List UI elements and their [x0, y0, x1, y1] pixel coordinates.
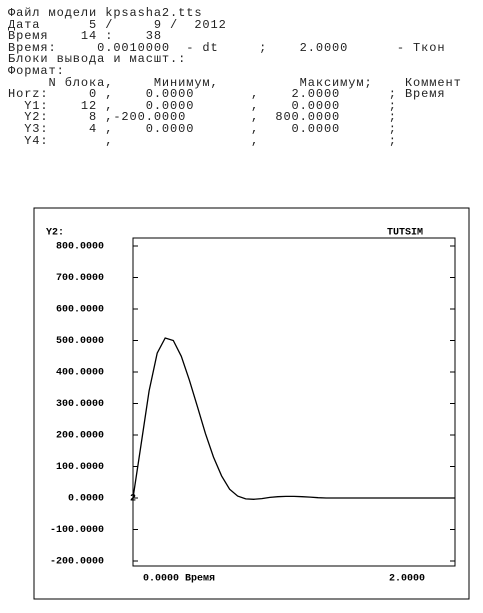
y-tick-label: 400.0000: [56, 368, 104, 379]
header-line: Время: 0.0010000 - dt ; 2.0000 - Ткон: [8, 40, 446, 55]
header-line: Horz: 0 , 0.0000 , 2.0000 ; Время: [8, 87, 446, 102]
header-line: Дата 5 / 9 / 2012: [8, 17, 227, 32]
plot-frame: [132, 237, 456, 567]
series-label: 2: [130, 494, 136, 505]
y-tick-label: 100.0000: [56, 462, 104, 473]
y-axis-label: Y2:: [46, 228, 64, 239]
y-tick-label: 300.0000: [56, 399, 104, 410]
y-tick-label: 700.0000: [56, 273, 104, 284]
header-line: N блока, Минимум, Максимум; Коммент: [8, 75, 462, 90]
outer-frame: [33, 207, 470, 600]
y-tick-label: -100.0000: [50, 525, 104, 536]
header-line: Время 14 : 38: [8, 29, 162, 44]
y-tick-label: 600.0000: [56, 305, 104, 316]
x-axis-label: Время: [185, 574, 215, 585]
y-tick-label: 800.0000: [56, 242, 104, 253]
header-line: Файл модели kpsasha2.tts: [8, 6, 203, 20]
header-line: Y3: 4 , 0.0000 , 0.0000 ;: [8, 121, 397, 136]
header-line: Y2: 8 ,-200.0000 , 800.0000 ;: [8, 110, 397, 125]
chart-title: TUTSIM: [387, 228, 423, 239]
y-tick-label: -200.0000: [50, 557, 104, 568]
header-line: Блоки вывода и масшт.:: [8, 52, 187, 67]
header: Файл модели kpsasha2.tts Дата 5 / 9 / 201…: [8, 6, 462, 148]
header-line: Формат:: [8, 63, 65, 78]
header-line: Y4: , , ;: [8, 133, 397, 148]
y-tick-label: 500.0000: [56, 336, 104, 347]
y-tick-label: 0.0000: [68, 494, 104, 505]
y-tick-label: 200.0000: [56, 431, 104, 442]
x-tick-label: 0.0000: [143, 574, 179, 585]
series-line: [132, 337, 455, 500]
x-tick-label: 2.0000: [389, 574, 425, 585]
header-line: Y1: 12 , 0.0000 , 0.0000 ;: [8, 98, 397, 113]
